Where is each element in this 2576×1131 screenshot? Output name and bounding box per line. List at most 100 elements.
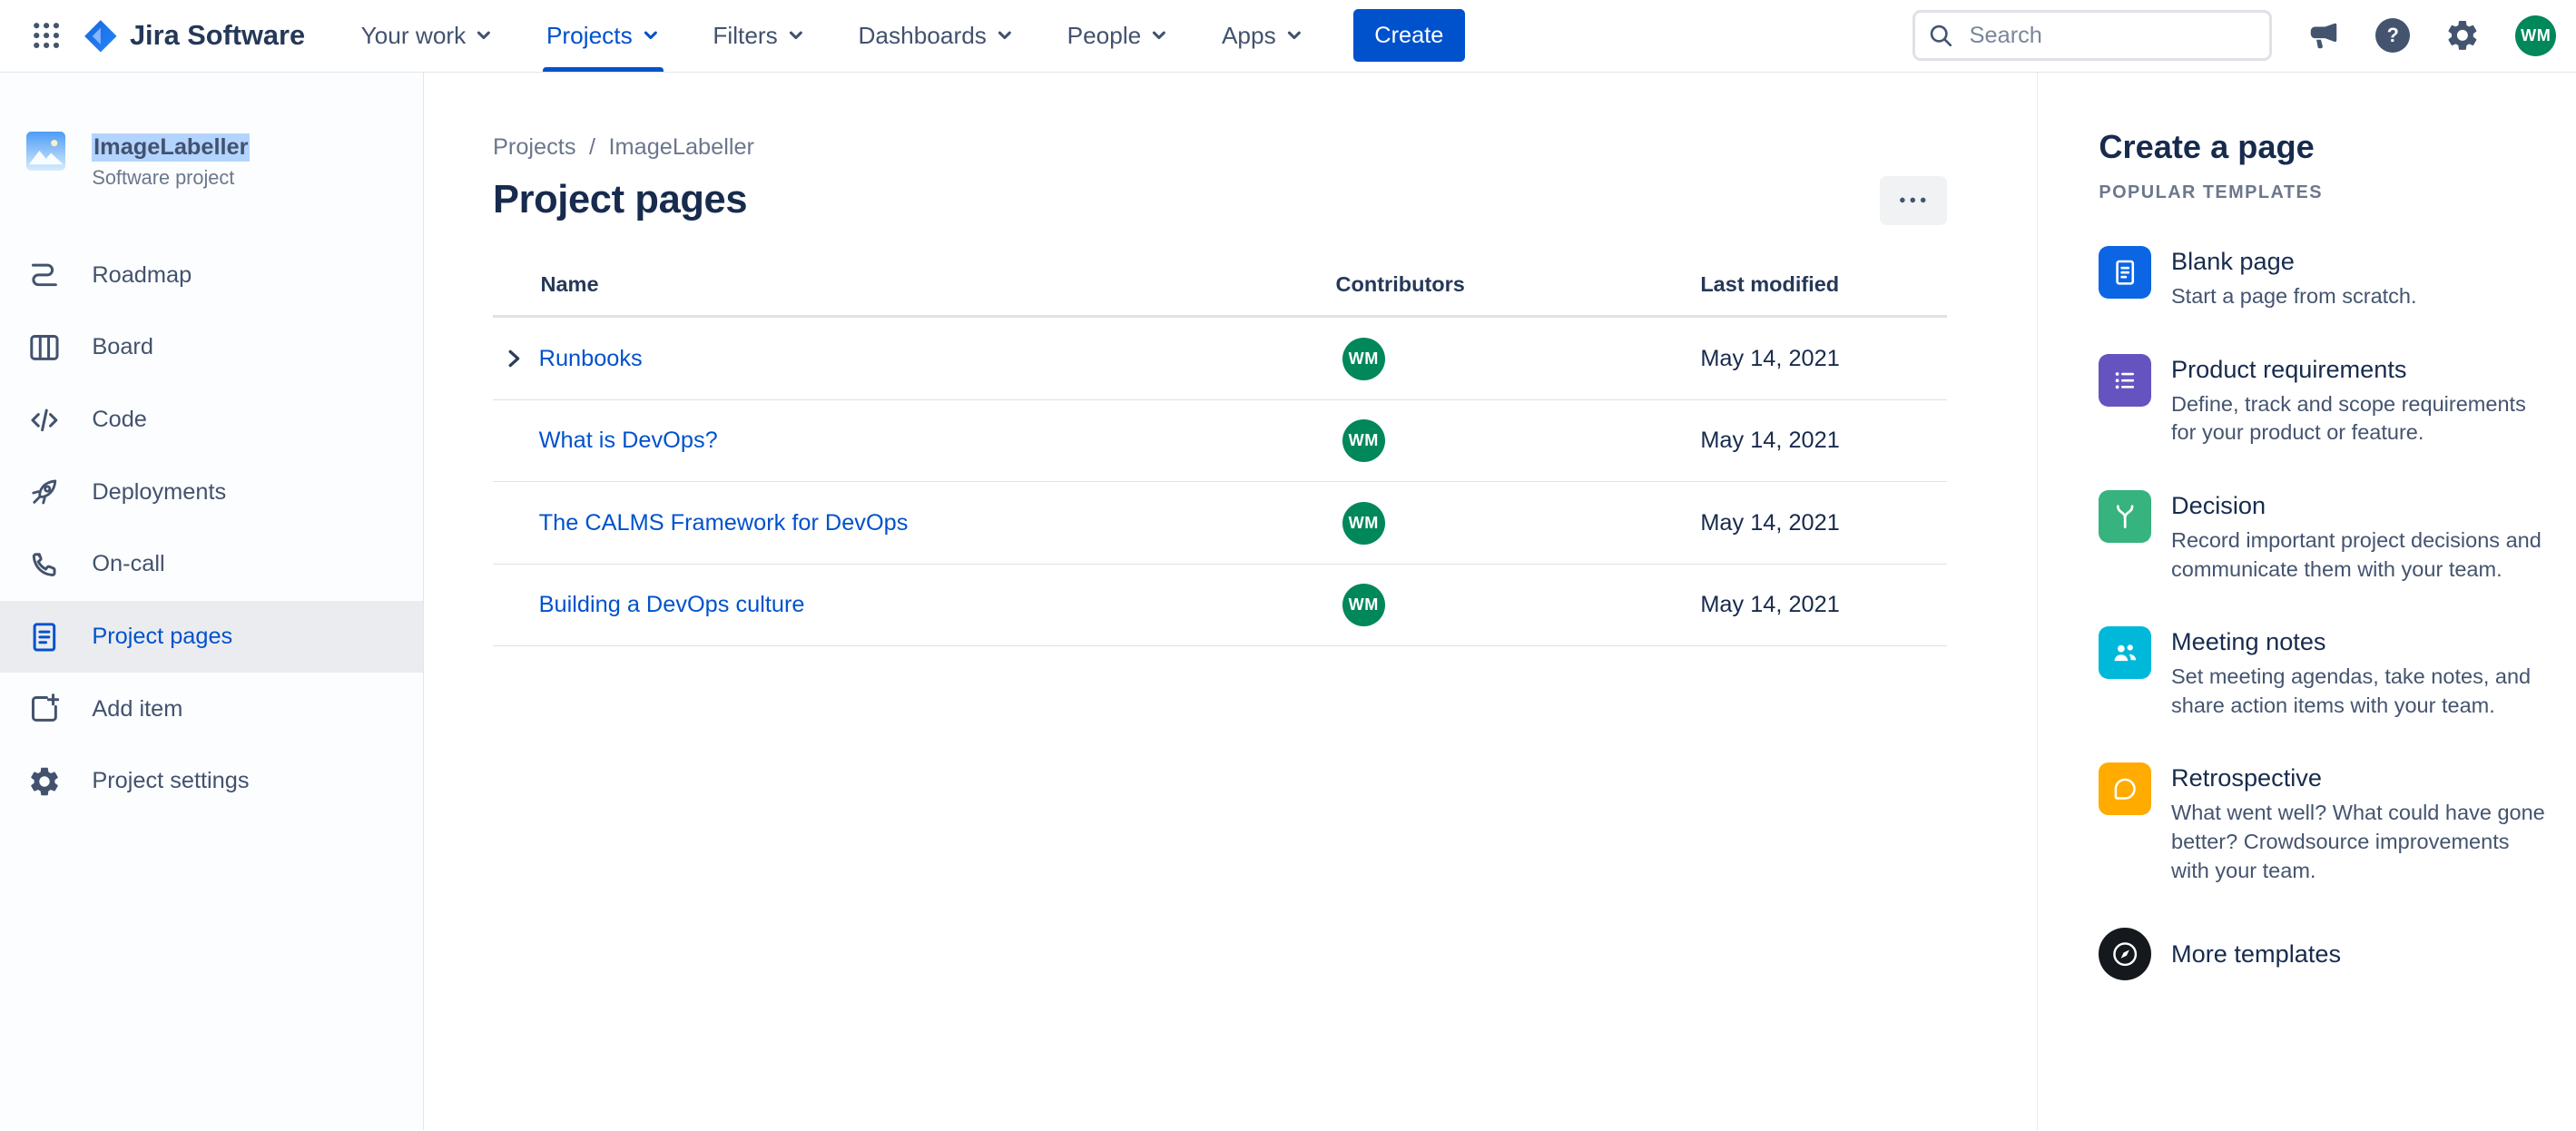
breadcrumb-imagelabeller[interactable]: ImageLabeller [608,134,754,161]
template-description: Record important project decisions and c… [2171,527,2542,581]
main-content: Projects / ImageLabeller Project pages N… [423,72,2038,1131]
settings-button[interactable] [2444,17,2481,54]
more-templates-icon [2099,928,2152,981]
sidebar-item-board[interactable]: Board [0,311,423,384]
project-type: Software project [92,166,235,190]
sidebar-menu: Roadmap Board [0,240,423,818]
retrospective-icon [2099,762,2152,816]
template-meeting-notes[interactable]: Meeting notes Set meeting agendas, take … [2099,626,2546,720]
announcement-button[interactable] [2306,18,2341,53]
chevron-down-icon [786,25,806,45]
sidebar-item-project-settings[interactable]: Project settings [0,745,423,818]
last-modified-date: May 14, 2021 [1700,428,1840,454]
template-product-requirements[interactable]: Product requirements Define, track and s… [2099,353,2546,447]
last-modified-date: May 14, 2021 [1700,509,1840,536]
sidebar-item-code[interactable]: Code [0,384,423,457]
ellipsis-icon [1898,195,1928,205]
settings-gear-icon [26,763,63,800]
jira-brand[interactable]: Jira Software [82,17,305,55]
column-name: Name [540,272,599,297]
template-title: Product requirements [2171,354,2407,383]
expand-chevron-icon[interactable] [501,347,526,371]
template-description: Start a page from scratch. [2171,284,2417,309]
project-sidebar: ImageLabeller Software project Roadmap [0,72,424,1131]
sidebar-item-deployments[interactable]: Deployments [0,456,423,528]
nav-apps[interactable]: Apps [1218,0,1307,72]
top-navigation: Jira Software Your work Projects Filters… [0,0,2576,73]
breadcrumb: Projects / ImageLabeller [493,134,1947,161]
chevron-down-icon [1284,25,1304,45]
help-icon: ? [2375,18,2411,54]
search-input[interactable] [1912,10,2273,62]
table-row: The CALMS Framework for DevOps WM May 14… [492,482,1947,565]
blank-page-icon [2099,246,2152,300]
product-requirements-icon [2099,353,2152,407]
page-link[interactable]: The CALMS Framework for DevOps [538,509,909,536]
app-switcher-button[interactable] [23,13,69,59]
column-contributors: Contributors [1335,272,1465,297]
page-link[interactable]: Runbooks [538,345,643,371]
help-button[interactable]: ? [2375,18,2411,54]
template-description: Define, track and scope requirements for… [2171,391,2526,445]
chevron-down-icon [641,25,661,45]
last-modified-date: May 14, 2021 [1700,345,1840,371]
breadcrumb-separator: / [588,134,595,161]
roadmap-icon [26,257,63,293]
contributor-avatar[interactable]: WM [1342,501,1385,545]
pages-icon [26,619,63,655]
decision-icon [2099,490,2152,543]
template-title: Decision [2171,491,2266,520]
template-decision[interactable]: Decision Record important project decisi… [2099,490,2546,584]
phone-icon [26,546,63,583]
template-description: What went well? What could have gone bet… [2171,801,2545,882]
sidebar-item-project-pages[interactable]: Project pages [0,600,423,674]
nav-filters[interactable]: Filters [710,0,809,72]
nav-people[interactable]: People [1064,0,1173,72]
chevron-down-icon [1149,25,1169,45]
contributor-avatar[interactable]: WM [1342,337,1385,380]
nav-dashboards[interactable]: Dashboards [855,0,1018,72]
user-avatar[interactable]: WM [2515,15,2557,56]
contributor-avatar[interactable]: WM [1342,584,1385,627]
table-header: Name Contributors Last modified [492,272,1947,319]
more-templates[interactable]: More templates [2099,928,2546,981]
board-icon [26,329,63,366]
panel-title: Create a page [2099,128,2315,166]
avatar-initials: WM [2515,15,2557,56]
create-page-panel: Create a page POPULAR TEMPLATES Blank pa… [2037,72,2576,1131]
sidebar-item-roadmap[interactable]: Roadmap [0,240,423,312]
grid-icon [30,19,63,52]
global-search [1912,10,2273,62]
sidebar-item-add-item[interactable]: Add item [0,673,423,745]
sidebar-item-oncall[interactable]: On-call [0,528,423,601]
popular-templates-label: POPULAR TEMPLATES [2099,182,2323,203]
template-blank-page[interactable]: Blank page Start a page from scratch. [2099,246,2546,310]
template-retrospective[interactable]: Retrospective What went well? What could… [2099,762,2546,885]
breadcrumb-projects[interactable]: Projects [492,134,576,161]
primary-nav: Your work Projects Filters Dashboards Pe… [358,0,1307,73]
table-row: Building a DevOps culture WM May 14, 202… [492,565,1947,647]
create-button[interactable]: Create [1352,9,1465,63]
template-title: Meeting notes [2171,627,2326,656]
template-title: More templates [2171,939,2342,969]
chevron-down-icon [474,25,494,45]
nav-your-work[interactable]: Your work [358,0,497,72]
page-link[interactable]: What is DevOps? [538,428,718,454]
contributor-avatar[interactable]: WM [1342,419,1385,463]
project-name: ImageLabeller [92,133,251,162]
column-last-modified: Last modified [1700,272,1840,297]
project-header[interactable]: ImageLabeller Software project [0,131,423,190]
page-link[interactable]: Building a DevOps culture [538,592,805,618]
meeting-notes-icon [2099,626,2152,680]
template-description: Set meeting agendas, take notes, and sha… [2171,664,2532,717]
project-avatar-icon [25,131,66,172]
table-row: What is DevOps? WM May 14, 2021 [492,400,1947,483]
topnav-right: ? WM [1912,10,2557,62]
nav-projects[interactable]: Projects [543,0,664,73]
gear-icon [2444,17,2481,54]
megaphone-icon [2306,18,2341,53]
jira-logo-icon [82,17,120,55]
more-actions-button[interactable] [1879,175,1947,225]
deployments-icon [26,474,63,510]
